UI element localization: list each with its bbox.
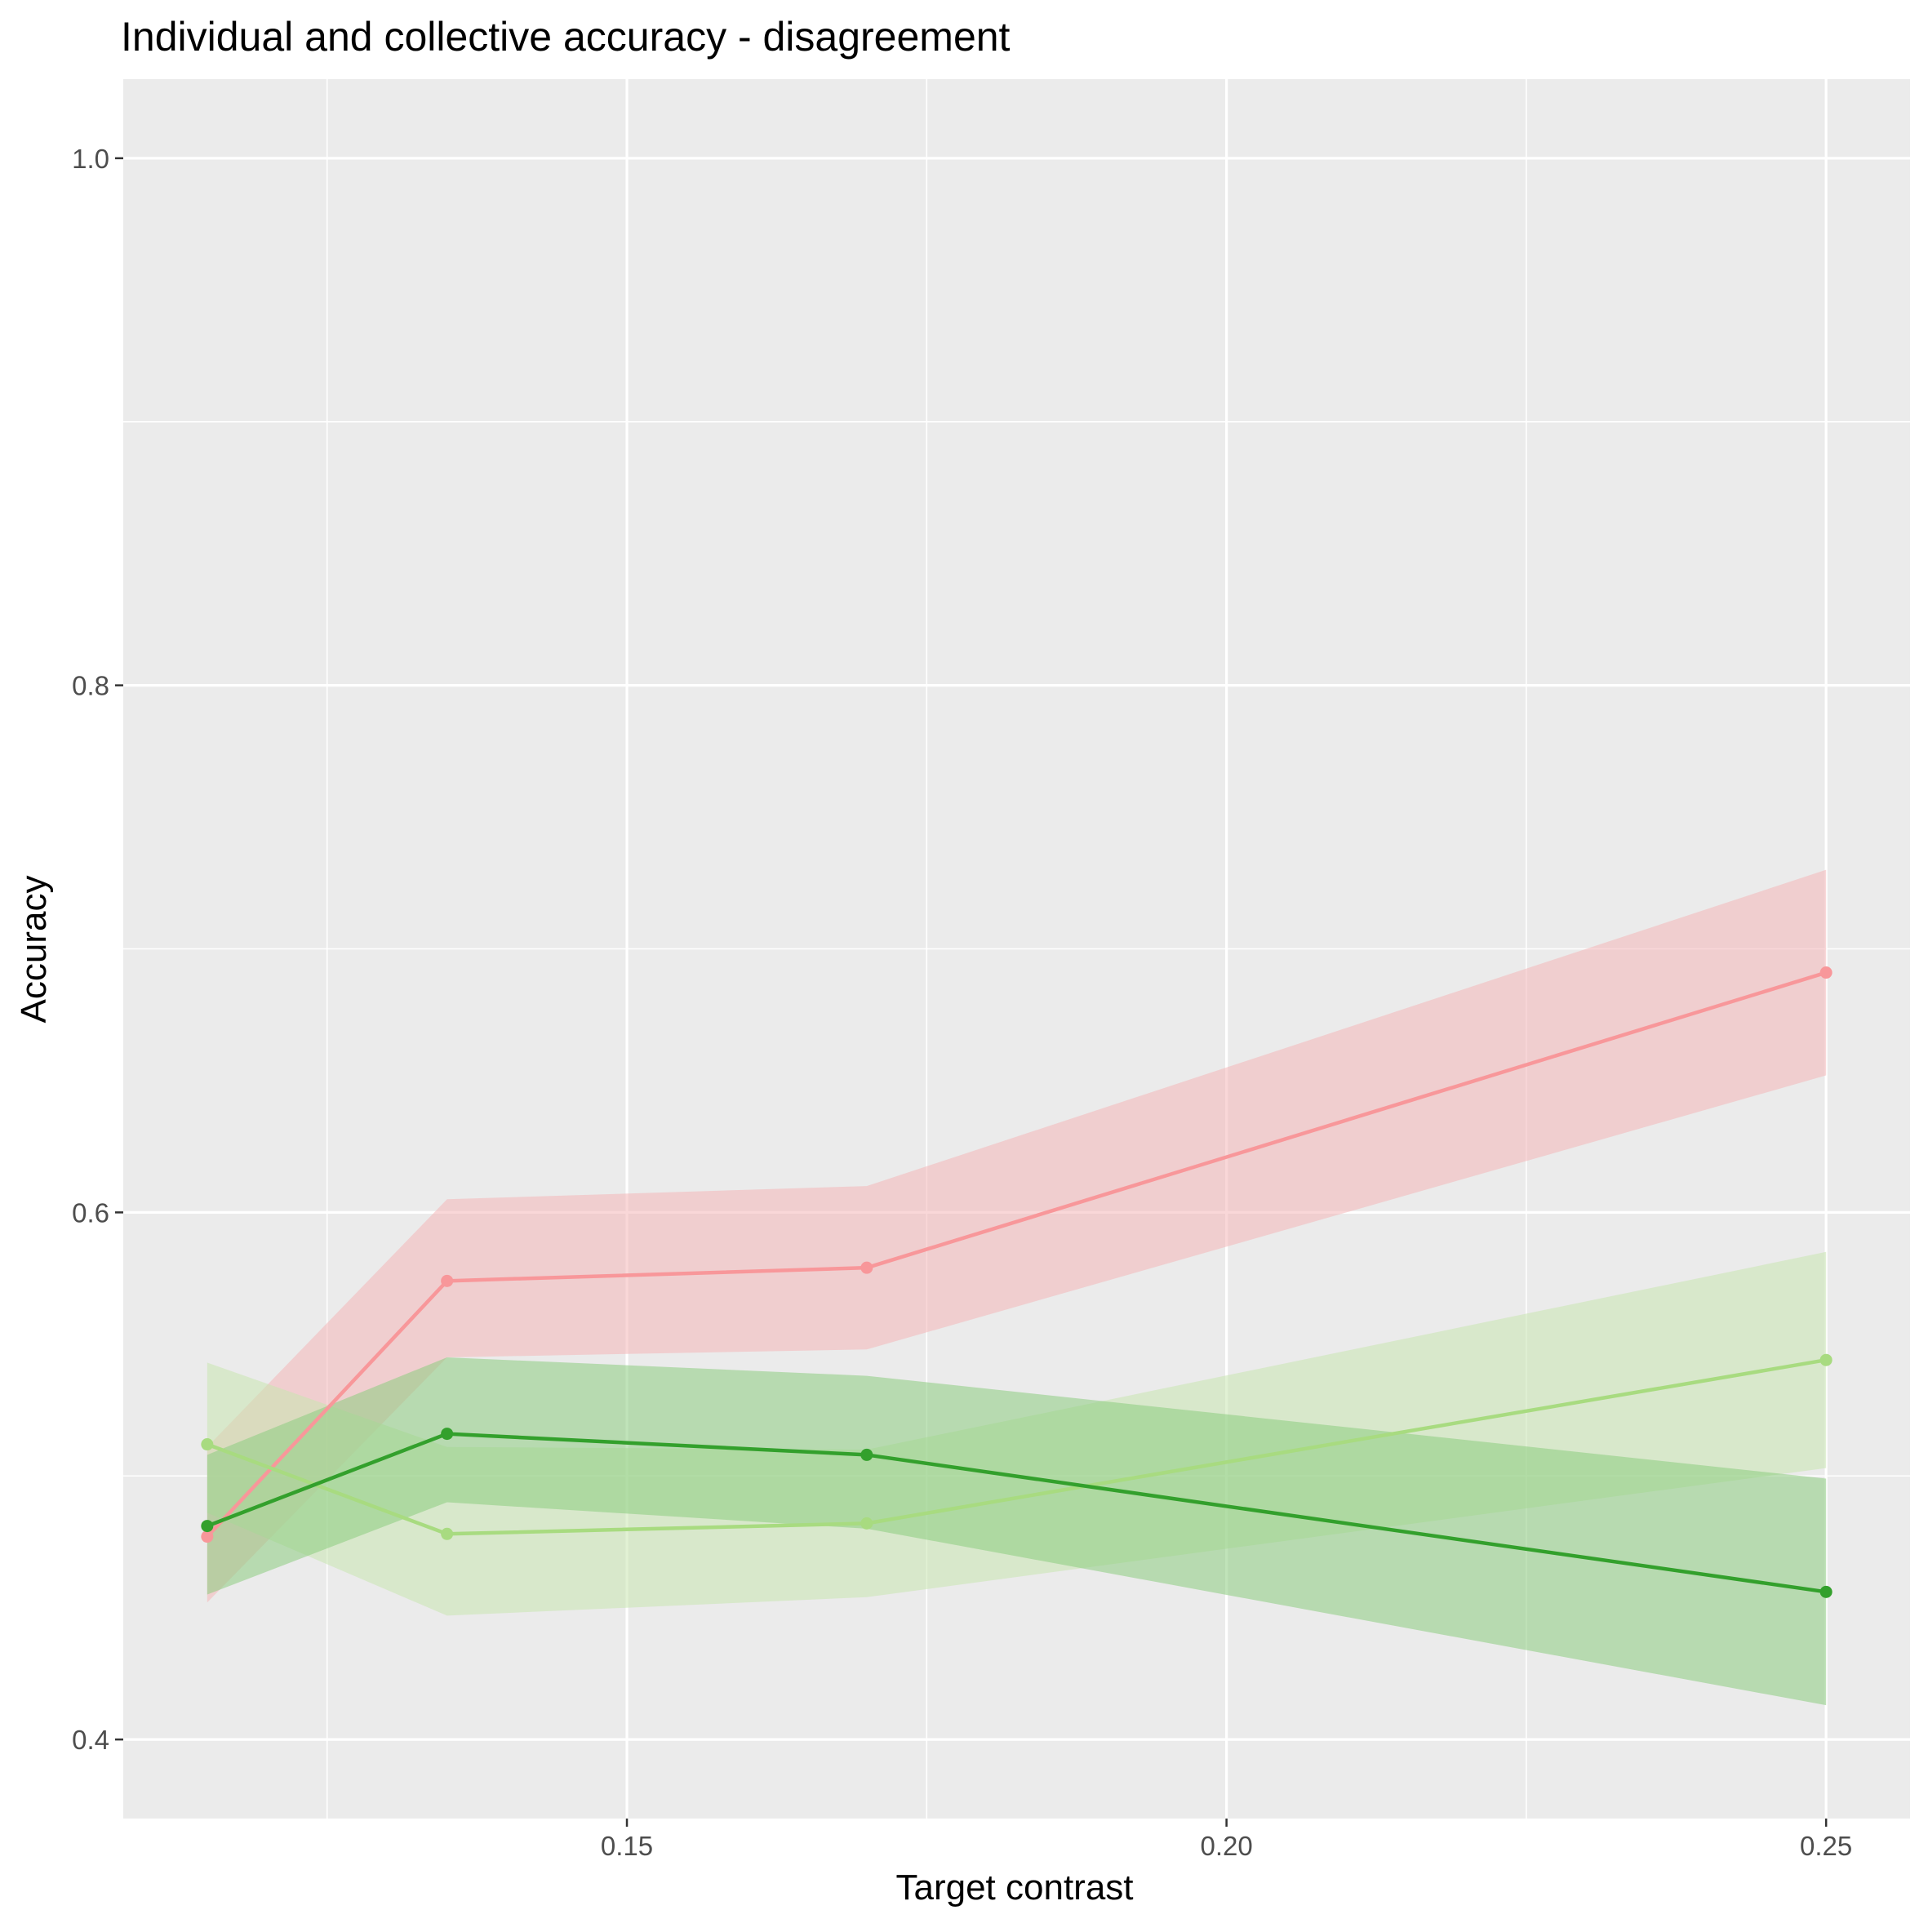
series-2-point [1819, 1353, 1832, 1366]
y-axis-title: Accuracy [14, 876, 54, 1024]
series-2-point [201, 1438, 214, 1451]
series-2-point [860, 1517, 873, 1530]
series-2-point [441, 1527, 454, 1540]
series-2-line [207, 1357, 1827, 1536]
series-1-ribbon [207, 869, 1827, 1603]
x-axis: 0.15 0.20 0.25 [601, 1819, 1852, 1861]
chart-title: Individual and collective accuracy - dis… [121, 14, 1011, 60]
x-axis-title: Target contrast [895, 1868, 1133, 1908]
series-1-point [201, 1530, 214, 1543]
series-3-point [1819, 1585, 1832, 1598]
y-tick-label: 0.8 [72, 671, 109, 701]
series-1-line [206, 970, 1827, 1539]
series-points [201, 966, 1832, 1598]
y-tick-label: 0.4 [72, 1725, 109, 1755]
confidence-ribbons [207, 869, 1827, 1706]
x-tick-label: 0.20 [1200, 1831, 1252, 1861]
series-3-point [441, 1428, 454, 1441]
y-tick-label: 0.6 [72, 1197, 109, 1228]
x-tick-label: 0.15 [601, 1831, 653, 1861]
y-tick-label: 1.0 [72, 144, 109, 174]
series-3-point [860, 1448, 873, 1461]
series-3-ribbon [207, 1357, 1827, 1706]
y-axis: 0.4 0.6 0.8 1.0 [72, 144, 123, 1755]
series-1-point [1819, 966, 1832, 979]
series-3-line [207, 1432, 1827, 1594]
x-tick-label: 0.25 [1800, 1831, 1852, 1861]
series-lines [206, 970, 1827, 1594]
series-1-point [441, 1274, 454, 1287]
series-3-point [201, 1520, 214, 1533]
series-1-point [860, 1261, 873, 1274]
